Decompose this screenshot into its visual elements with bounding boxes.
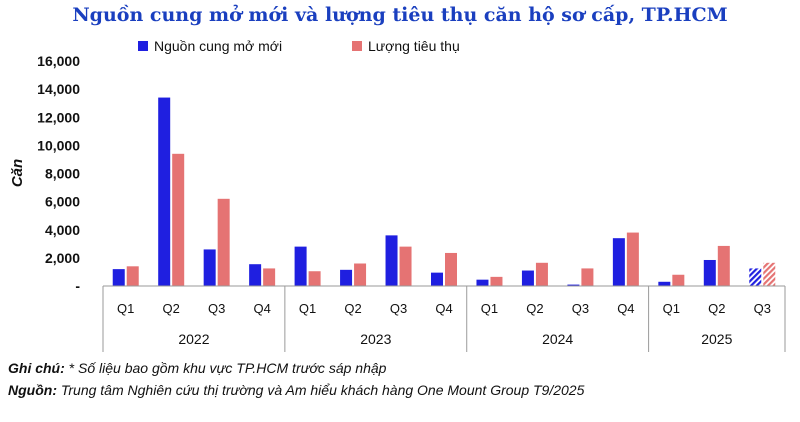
bar-absorption — [263, 268, 276, 286]
x-tick-label: Q4 — [617, 301, 634, 316]
legend-swatch — [138, 41, 148, 51]
y-tick-label: 6,000 — [45, 194, 80, 210]
bar-supply — [521, 270, 534, 286]
bar-absorption — [445, 252, 457, 286]
bar-supply — [158, 97, 171, 286]
chart-title: Nguồn cung mở mới và lượng tiêu thụ căn … — [72, 4, 728, 26]
bar-absorption — [354, 263, 367, 286]
bar-supply — [476, 279, 489, 286]
bar-supply — [385, 235, 398, 286]
x-year-label: 2025 — [701, 331, 732, 347]
source-text: Trung tâm Nghiên cứu thị trường và Am hi… — [56, 382, 585, 398]
bar-supply — [340, 269, 353, 286]
bar-supply — [567, 284, 580, 286]
bar-supply — [112, 269, 125, 286]
x-tick-label: Q4 — [435, 301, 452, 316]
x-tick-label: Q1 — [299, 301, 316, 316]
legend-label: Lượng tiêu thụ — [368, 38, 460, 54]
bar-absorption — [626, 232, 639, 286]
x-tick-label: Q3 — [390, 301, 407, 316]
bar-supply — [658, 281, 671, 286]
x-year-label: 2022 — [178, 331, 209, 347]
bar-absorption — [535, 262, 548, 286]
bar-supply — [703, 259, 716, 286]
x-tick-label: Q1 — [117, 301, 134, 316]
bar-supply — [612, 238, 625, 286]
y-tick-label: 4,000 — [45, 222, 80, 238]
y-axis: - 2,000 4,000 6,000 8,000 10,000 12,000 14,000 1… — [37, 53, 80, 294]
bar-supply — [431, 272, 443, 286]
x-year-label: 2023 — [360, 331, 391, 347]
x-tick-label: Q2 — [708, 301, 725, 316]
bar-absorption — [581, 268, 594, 286]
note: Ghi chú: * Số liệu bao gồm khu vực TP.HC… — [8, 360, 386, 376]
bar-absorption — [399, 246, 412, 286]
legend-swatch — [352, 41, 362, 51]
x-tick-label: Q1 — [481, 301, 498, 316]
x-tick-label: Q4 — [253, 301, 270, 316]
bar-supply — [749, 268, 762, 286]
x-tick-label: Q2 — [344, 301, 361, 316]
x-tick-label: Q3 — [572, 301, 589, 316]
x-tick-label: Q1 — [663, 301, 680, 316]
bar-absorption — [490, 276, 503, 286]
x-tick-label: Q3 — [208, 301, 225, 316]
y-tick-label: 2,000 — [45, 250, 80, 266]
bar-absorption — [763, 262, 776, 286]
bar-absorption — [308, 271, 321, 286]
bar-absorption — [126, 266, 139, 286]
source-label: Nguồn: — [8, 382, 57, 398]
y-tick-label: 12,000 — [37, 109, 80, 125]
x-tick-label: Q2 — [526, 301, 543, 316]
bar-supply — [249, 264, 262, 286]
bar-absorption — [172, 153, 185, 286]
note-text: * Số liệu bao gồm khu vực TP.HCM trước s… — [64, 360, 387, 376]
bar-supply — [203, 249, 216, 286]
x-tick-label: Q3 — [754, 301, 771, 316]
legend: Nguồn cung mở mới Lượng tiêu thụ — [138, 38, 460, 54]
x-year-label: 2024 — [542, 331, 573, 347]
bar-absorption — [672, 274, 685, 286]
x-tick-label: Q2 — [163, 301, 180, 316]
source: Nguồn: Trung tâm Nghiên cứu thị trường v… — [8, 382, 584, 398]
bar-absorption — [717, 245, 730, 286]
legend-label: Nguồn cung mở mới — [154, 38, 282, 54]
bar-supply — [294, 246, 307, 286]
bars — [112, 97, 776, 286]
bar-absorption — [217, 198, 230, 286]
y-tick-label: - — [75, 278, 80, 294]
y-tick-label: 16,000 — [37, 53, 80, 69]
y-tick-label: 14,000 — [37, 81, 80, 97]
y-axis-label: Căn — [9, 159, 26, 187]
x-axis: Q1 Q2 Q3 Q4 2022 Q1 Q2 Q3 Q4 2023 Q1 Q2 Q3 Q4 2024 Q1 Q2… — [102, 285, 786, 352]
y-tick-label: 8,000 — [45, 166, 80, 182]
note-label: Ghi chú: — [8, 360, 65, 376]
y-tick-label: 10,000 — [37, 137, 80, 153]
